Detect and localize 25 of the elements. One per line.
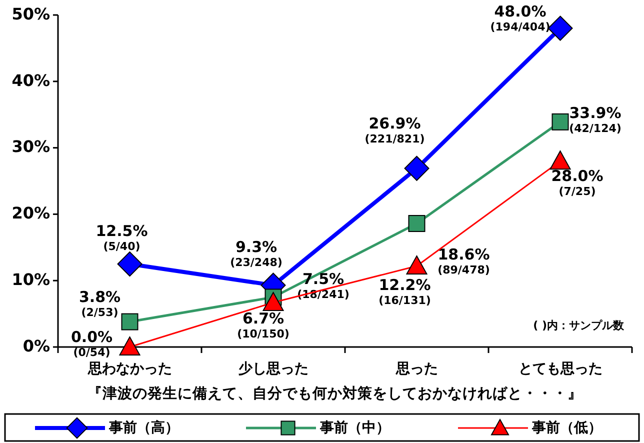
point	[552, 113, 569, 130]
y-tick-label: 10%	[12, 270, 50, 289]
x-tick-label: 少し思った	[238, 361, 308, 377]
x-tick-label: とても思った	[518, 361, 602, 377]
x-tick-label: 思った	[394, 361, 438, 377]
point	[119, 336, 140, 356]
point	[406, 255, 428, 274]
annotation: ( )内：サンプル数	[533, 319, 625, 332]
y-tick-label: 20%	[12, 204, 50, 223]
legend-label: 事前（低）	[531, 420, 602, 436]
y-tick-label: 0%	[22, 336, 50, 356]
y-tick-label: 40%	[12, 70, 50, 90]
legend-label: 事前（高）	[108, 418, 179, 436]
y-tick-label: 50%	[12, 4, 50, 24]
point	[548, 16, 573, 41]
x-tick-label: 思わなかった	[86, 361, 172, 377]
point	[117, 252, 142, 276]
point	[404, 156, 430, 181]
legend-label: 事前（中）	[319, 420, 390, 436]
point	[550, 150, 571, 170]
x-axis-title: 『津波の発生に備えて、自分でも何か対策をしておかなければと・・・』	[88, 384, 582, 402]
point	[408, 214, 426, 232]
point	[121, 313, 138, 330]
y-tick-label: 30%	[12, 137, 50, 156]
point	[262, 292, 284, 312]
